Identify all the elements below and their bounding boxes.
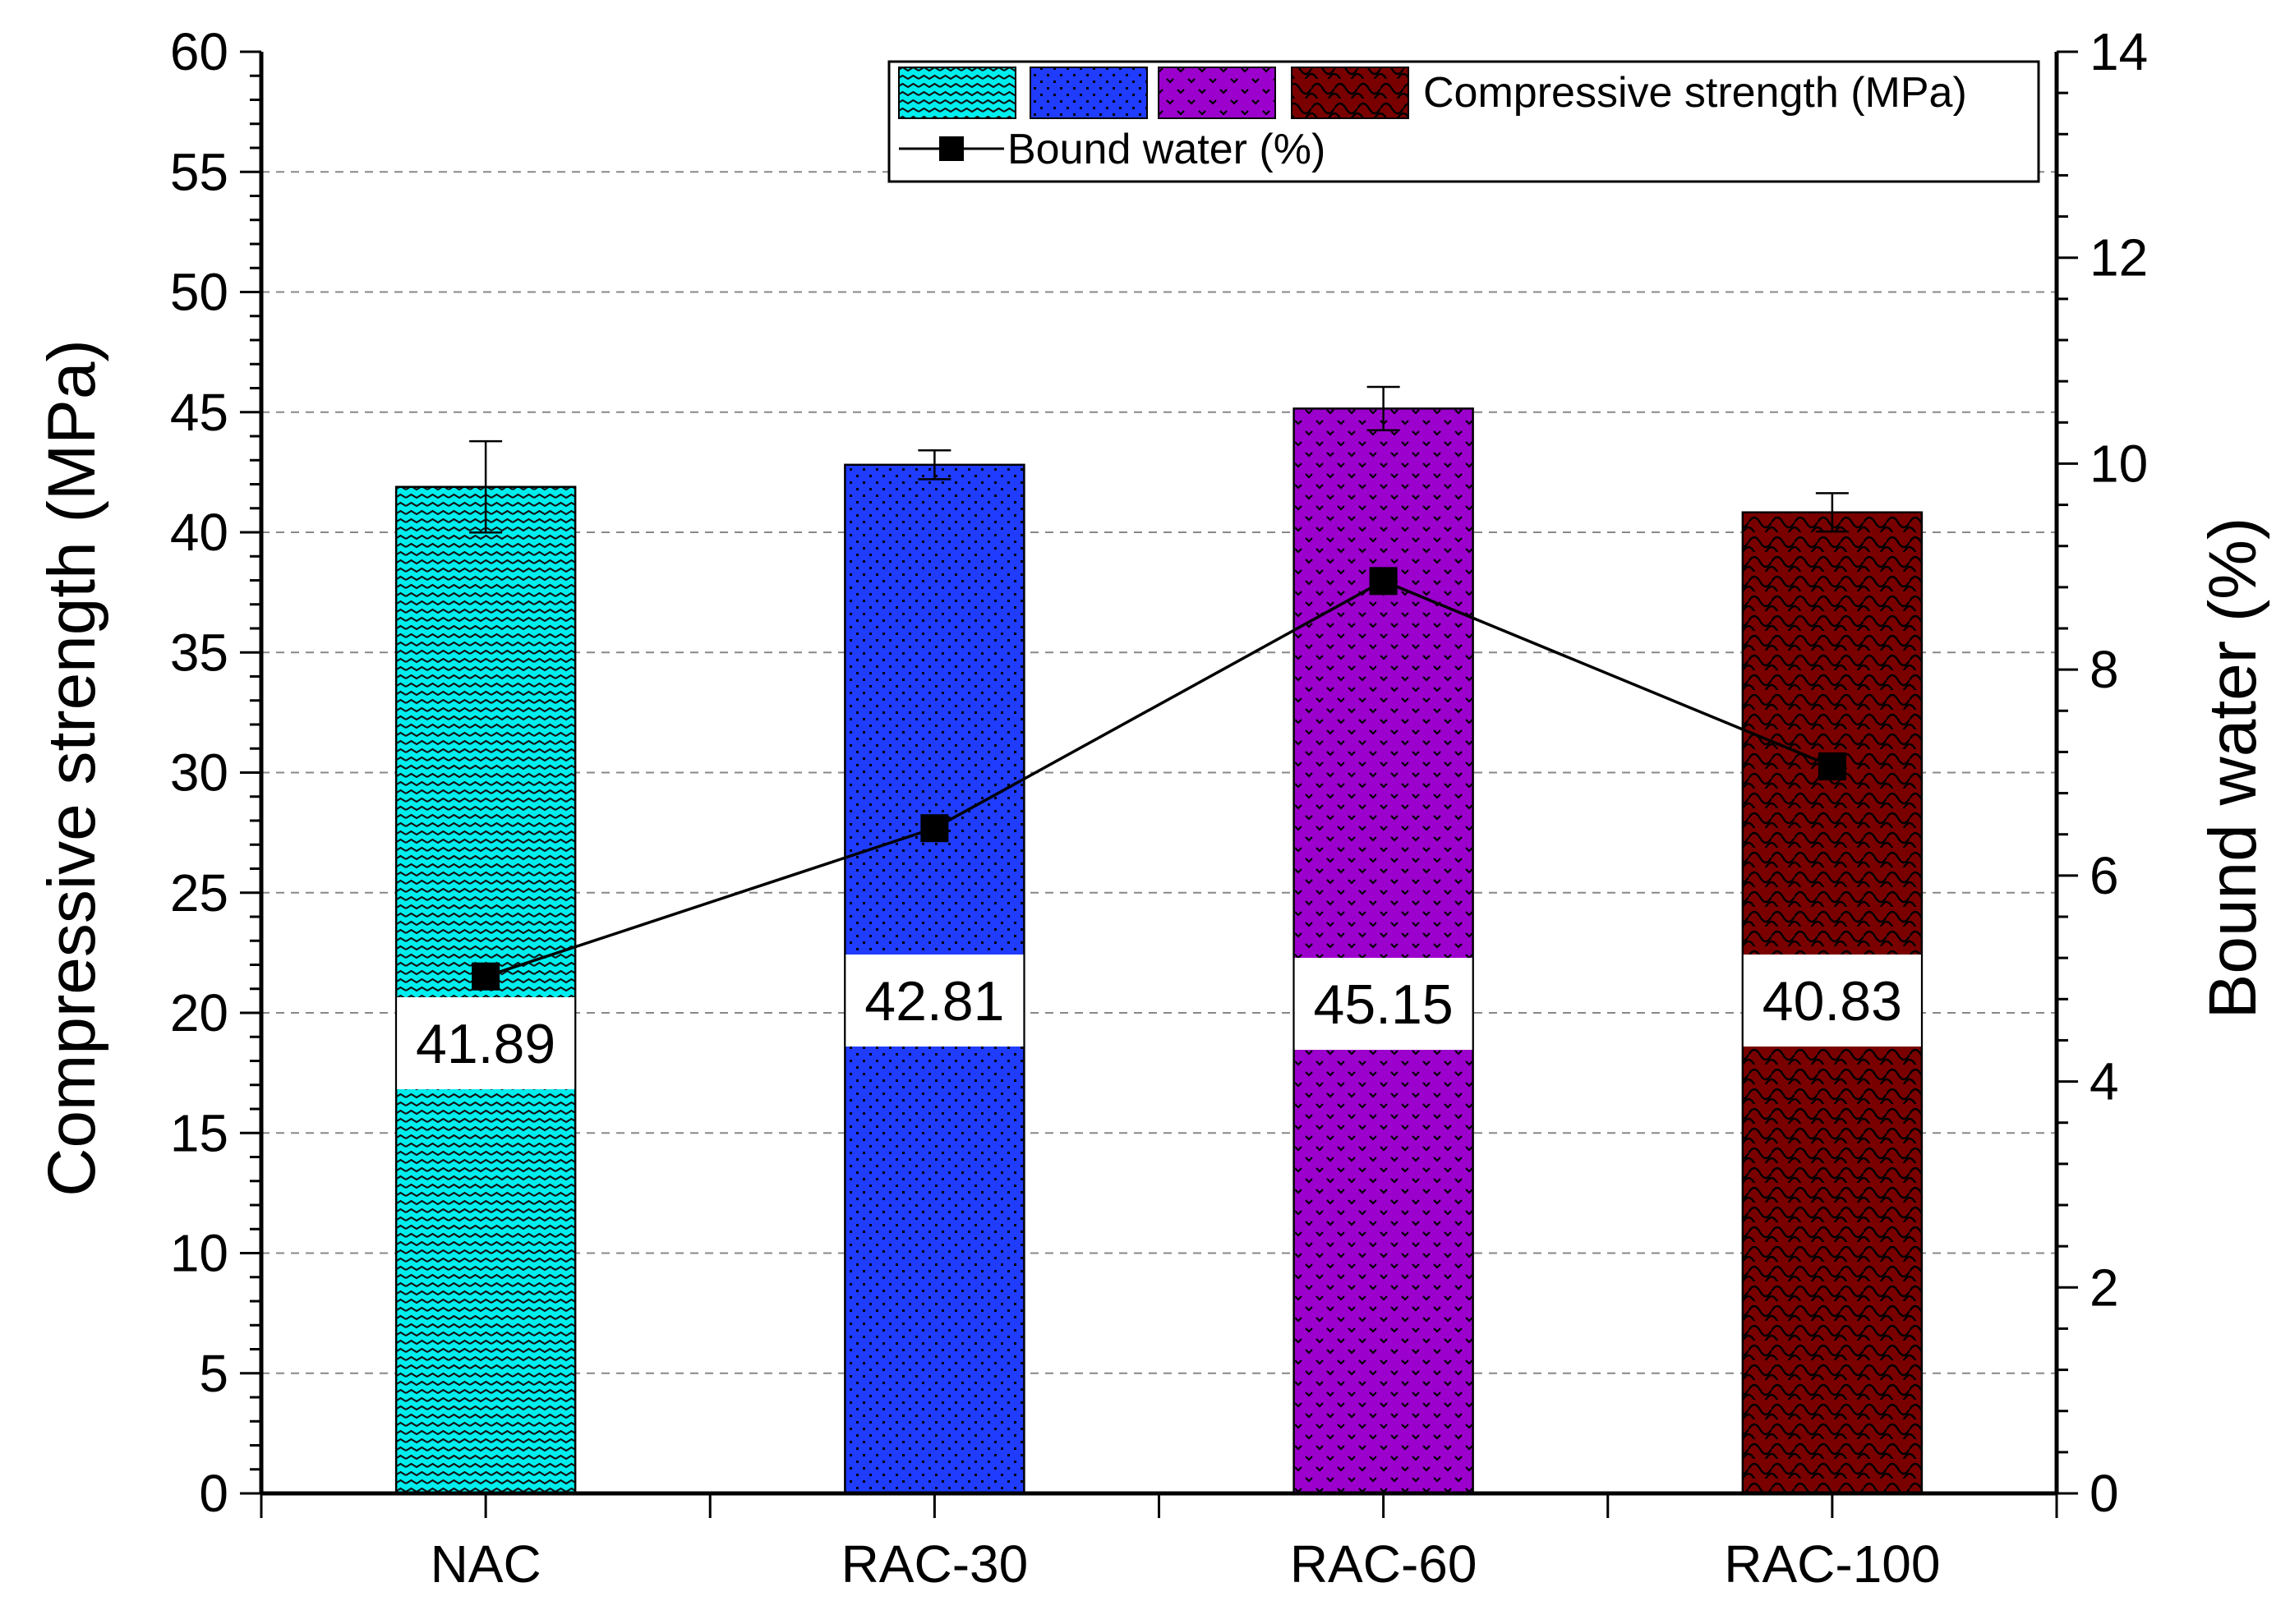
data-label-rac-100: 40.83 [1762, 970, 1902, 1033]
y2-tick-label: 4 [2090, 1052, 2119, 1111]
y2-tick-label: 8 [2090, 640, 2119, 699]
y2-tick-label: 12 [2090, 228, 2148, 288]
y2-tick-label: 14 [2090, 22, 2148, 81]
y-tick-label: 30 [170, 743, 228, 803]
bound-water-point-rac-60 [1369, 567, 1398, 596]
bound-water-point-nac [472, 962, 500, 991]
y-tick-label: 60 [170, 22, 228, 81]
y2-tick-label: 6 [2090, 846, 2119, 905]
data-label-box [846, 955, 1024, 1047]
legend-swatch-rac60 [1158, 67, 1276, 119]
y2-tick-label: 2 [2090, 1258, 2119, 1317]
y2-tick-label: 0 [2090, 1464, 2119, 1523]
y-tick-label: 55 [170, 142, 228, 201]
legend-swatch-nac [898, 67, 1016, 119]
legend-bar-label: Compressive strength (MPa) [1423, 69, 1967, 117]
legend: Compressive strength (MPa) Bound water (… [887, 60, 2040, 183]
bound-water-line [485, 579, 1833, 978]
legend-line-marker [939, 136, 964, 161]
y-tick-label: 5 [199, 1344, 228, 1403]
data-label-box [1743, 955, 1921, 1047]
y-tick-label: 45 [170, 383, 228, 442]
bound-water-point-rac-100 [1818, 752, 1846, 780]
y-tick-label: 15 [170, 1103, 228, 1162]
bound-water-point-rac-30 [920, 814, 949, 843]
x-tick-label-rac-30: RAC-30 [841, 1534, 1029, 1594]
legend-line-label: Bound water (%) [1007, 126, 1325, 173]
legend-swatch-rac30 [1030, 67, 1148, 119]
y-tick-label: 40 [170, 503, 228, 562]
y-tick-label: 0 [199, 1464, 228, 1523]
data-label-box [1294, 958, 1472, 1050]
x-tick-label-rac-60: RAC-60 [1290, 1534, 1477, 1594]
x-tick-label-rac-100: RAC-100 [1724, 1534, 1940, 1594]
x-tick-label-nac: NAC [431, 1534, 541, 1594]
data-label-nac: 41.89 [416, 1013, 555, 1075]
y-tick-label: 20 [170, 983, 228, 1042]
data-label-box [397, 997, 575, 1089]
data-label-rac-30: 42.81 [864, 970, 1004, 1033]
y-tick-label: 25 [170, 863, 228, 922]
y-tick-label: 50 [170, 263, 228, 322]
y-tick-label: 10 [170, 1224, 228, 1283]
legend-swatch-rac100 [1291, 67, 1409, 119]
y2-axis-title: Bound water (%) [2196, 518, 2270, 1019]
y-tick-label: 35 [170, 623, 228, 682]
data-label-rac-60: 45.15 [1314, 973, 1454, 1036]
y-axis-title: Compressive strength (MPa) [35, 339, 109, 1197]
y2-tick-label: 10 [2090, 434, 2148, 493]
legend-frame [887, 60, 2040, 183]
